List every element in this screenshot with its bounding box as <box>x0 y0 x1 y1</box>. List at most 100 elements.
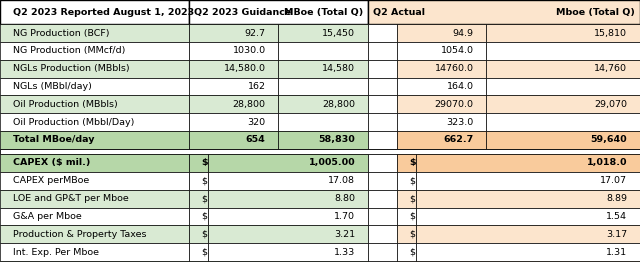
Bar <box>189 208 208 225</box>
Bar <box>208 243 368 261</box>
Bar <box>189 190 208 208</box>
Text: 29070.0: 29070.0 <box>435 100 474 109</box>
Bar <box>397 42 486 60</box>
Bar <box>0 113 189 131</box>
Text: Int. Exp. Per Mboe: Int. Exp. Per Mboe <box>13 248 99 256</box>
Text: $: $ <box>202 212 207 221</box>
Text: 162: 162 <box>248 82 266 91</box>
Bar <box>368 131 397 149</box>
Text: 1030.0: 1030.0 <box>232 46 266 55</box>
Bar <box>486 95 640 113</box>
Bar <box>208 172 368 190</box>
Bar <box>189 0 368 24</box>
Text: 1.70: 1.70 <box>334 212 355 221</box>
Text: Oil Production (Mbbl/Day): Oil Production (Mbbl/Day) <box>13 118 134 127</box>
Bar <box>189 131 278 149</box>
Bar <box>189 60 278 78</box>
Bar <box>397 172 416 190</box>
Text: 14,760: 14,760 <box>594 64 627 73</box>
Text: Production & Property Taxes: Production & Property Taxes <box>13 230 147 239</box>
Bar <box>486 24 640 42</box>
Bar <box>0 154 189 172</box>
Bar <box>416 172 640 190</box>
Text: 1,018.0: 1,018.0 <box>587 159 627 167</box>
Bar <box>0 0 189 24</box>
Text: NG Production (BCF): NG Production (BCF) <box>13 29 109 37</box>
Text: 8.80: 8.80 <box>334 194 355 203</box>
Text: 320: 320 <box>248 118 266 127</box>
Bar <box>208 208 368 225</box>
Text: $: $ <box>202 176 207 185</box>
Bar <box>397 113 486 131</box>
Text: 1054.0: 1054.0 <box>440 46 474 55</box>
Bar <box>278 78 368 95</box>
Text: 92.7: 92.7 <box>244 29 266 37</box>
Text: 14,580: 14,580 <box>322 64 355 73</box>
Bar <box>368 24 397 42</box>
Text: NGLs (MBbl/day): NGLs (MBbl/day) <box>13 82 92 91</box>
Bar <box>368 95 397 113</box>
Bar <box>0 261 189 262</box>
Bar <box>368 190 397 208</box>
Bar <box>0 60 189 78</box>
Text: 3.17: 3.17 <box>606 230 627 239</box>
Bar <box>416 154 640 172</box>
Text: 654: 654 <box>246 135 266 144</box>
Bar <box>0 95 189 113</box>
Text: G&A per Mboe: G&A per Mboe <box>13 212 81 221</box>
Bar <box>278 24 368 42</box>
Text: 15,450: 15,450 <box>322 29 355 37</box>
Bar <box>189 113 278 131</box>
Bar <box>0 78 189 95</box>
Bar <box>397 60 486 78</box>
Bar <box>486 78 640 95</box>
Bar <box>397 154 416 172</box>
Bar <box>416 243 640 261</box>
Bar <box>397 225 416 243</box>
Text: $: $ <box>410 194 415 203</box>
Text: $: $ <box>410 176 415 185</box>
Bar <box>208 190 368 208</box>
Bar <box>397 95 486 113</box>
Text: 94.9: 94.9 <box>452 29 474 37</box>
Bar <box>0 42 189 60</box>
Bar <box>189 172 208 190</box>
Bar <box>0 208 189 225</box>
Text: Oil Production (MBbls): Oil Production (MBbls) <box>13 100 118 109</box>
Text: $: $ <box>410 230 415 239</box>
Text: NG Production (MMcf/d): NG Production (MMcf/d) <box>13 46 125 55</box>
Bar <box>397 261 416 262</box>
Bar <box>486 60 640 78</box>
Bar <box>0 149 640 154</box>
Bar <box>397 208 416 225</box>
Text: 17.08: 17.08 <box>328 176 355 185</box>
Bar <box>189 24 278 42</box>
Text: Mboe (Total Q): Mboe (Total Q) <box>556 8 635 17</box>
Bar <box>0 225 189 243</box>
Text: 1,005.00: 1,005.00 <box>308 159 355 167</box>
Bar <box>189 95 278 113</box>
Bar <box>278 95 368 113</box>
Text: 28,800: 28,800 <box>232 100 266 109</box>
Bar <box>0 24 189 42</box>
Text: $: $ <box>202 194 207 203</box>
Bar <box>278 60 368 78</box>
Text: 3.21: 3.21 <box>334 230 355 239</box>
Text: 28,800: 28,800 <box>322 100 355 109</box>
Text: 29,070: 29,070 <box>594 100 627 109</box>
Text: Q2 2023 Reported August 1, 2023: Q2 2023 Reported August 1, 2023 <box>13 8 194 17</box>
Bar <box>189 225 208 243</box>
Text: 17.07: 17.07 <box>600 176 627 185</box>
Bar <box>397 78 486 95</box>
Bar <box>0 243 189 261</box>
Text: LOE and GP&T per Mboe: LOE and GP&T per Mboe <box>13 194 129 203</box>
Text: Q2 Actual: Q2 Actual <box>373 8 425 17</box>
Text: CAPEX ($ mil.): CAPEX ($ mil.) <box>13 159 90 167</box>
Bar <box>278 113 368 131</box>
Text: 164.0: 164.0 <box>447 82 474 91</box>
Bar <box>397 243 416 261</box>
Text: NGLs Production (MBbls): NGLs Production (MBbls) <box>13 64 129 73</box>
Bar <box>368 208 397 225</box>
Bar <box>368 42 397 60</box>
Text: 662.7: 662.7 <box>444 135 474 144</box>
